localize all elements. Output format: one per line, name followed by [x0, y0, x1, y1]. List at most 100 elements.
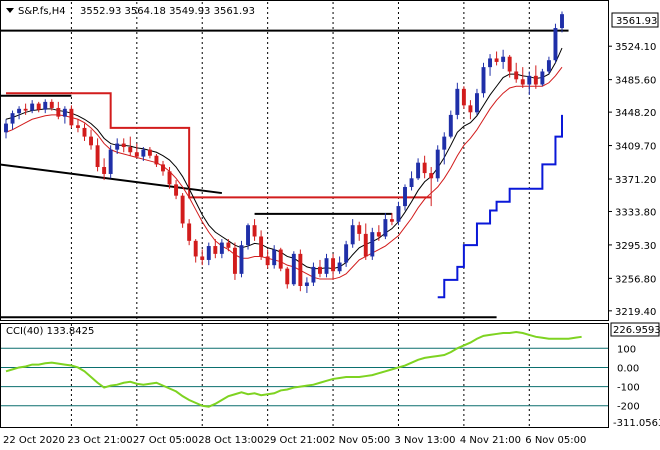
- y-tick-label: 3485.60: [615, 76, 656, 87]
- candle: [468, 100, 473, 120]
- x-tick-label: 29 Oct 21:00: [264, 435, 329, 446]
- bull-candle-body: [239, 245, 244, 274]
- bear-candle-body: [213, 246, 218, 254]
- candle: [232, 242, 237, 280]
- candle: [62, 106, 67, 124]
- bull-candle-body: [370, 232, 375, 257]
- x-tick-label: 4 Nov 21:00: [460, 435, 521, 446]
- bear-candle-body: [259, 236, 264, 257]
- bull-candle-body: [219, 242, 224, 254]
- candle: [461, 86, 466, 109]
- candle: [442, 132, 447, 165]
- candle: [481, 62, 486, 98]
- bear-candle-body: [232, 247, 237, 274]
- candles: [4, 11, 564, 293]
- candle: [363, 223, 368, 260]
- candle: [403, 184, 407, 211]
- x-tick-label: 23 Oct 21:00: [67, 435, 132, 446]
- candle: [23, 103, 28, 115]
- candle: [95, 138, 100, 172]
- candle: [180, 193, 185, 228]
- x-tick-label: 2 Nov 05:00: [329, 435, 390, 446]
- bull-candle-body: [546, 60, 551, 72]
- bear-candle-body: [36, 103, 41, 110]
- cci-panel-frame: [0, 323, 609, 428]
- candle: [36, 101, 41, 113]
- bull-candle-body: [43, 101, 48, 110]
- bear-candle-body: [147, 149, 152, 156]
- candle: [167, 167, 172, 189]
- candle: [435, 145, 440, 182]
- cci-tick-label: 100: [617, 344, 636, 355]
- x-tick-label: 28 Oct 13:00: [198, 435, 263, 446]
- candle: [448, 110, 453, 139]
- y-tick-label: 3409.70: [615, 142, 656, 153]
- bull-candle-body: [396, 206, 401, 222]
- y-tick-label: 3524.10: [615, 42, 656, 53]
- ma-short-line: [5, 47, 563, 270]
- bull-candle-body: [540, 71, 545, 85]
- bear-candle-body: [468, 105, 473, 113]
- bear-candle-body: [23, 108, 28, 111]
- y-tick-label: 3448.20: [615, 108, 656, 119]
- bear-candle-body: [252, 225, 257, 237]
- candle: [298, 249, 303, 292]
- bear-candle-body: [174, 184, 179, 196]
- cci-value-badge: 226.9593: [610, 322, 660, 337]
- bear-candle-body: [265, 256, 270, 266]
- candle: [514, 62, 519, 83]
- candle: [285, 266, 290, 289]
- bear-candle-body: [285, 268, 290, 285]
- candle: [219, 239, 224, 259]
- bull-candle-body: [324, 258, 329, 274]
- candle: [278, 247, 283, 272]
- bear-candle-body: [69, 108, 74, 126]
- cci-value-text: 226.9593: [613, 325, 660, 336]
- current-price-badge: 3561.93: [611, 12, 659, 28]
- bull-candle-body: [383, 219, 388, 237]
- bear-candle-body: [331, 258, 336, 272]
- bear-candle-body: [514, 71, 519, 80]
- candle: [507, 54, 512, 78]
- bear-candle-body: [95, 145, 100, 168]
- candle: [252, 219, 257, 241]
- candle: [206, 242, 211, 266]
- candle: [488, 54, 493, 76]
- candle: [344, 240, 349, 267]
- candle: [527, 71, 532, 95]
- x-tick-label: 27 Oct 05:00: [133, 435, 198, 446]
- bear-candle-body: [520, 79, 525, 85]
- bear-candle-body: [422, 162, 427, 174]
- candle: [115, 138, 120, 154]
- bull-candle-body: [4, 123, 8, 133]
- candle: [30, 100, 35, 114]
- bear-candle-body: [193, 240, 198, 257]
- bull-candle-body: [527, 75, 532, 85]
- candle: [553, 23, 558, 63]
- bull-candle-body: [141, 149, 146, 157]
- candle: [193, 239, 198, 263]
- candle: [324, 253, 329, 278]
- cci-tick-label: 0.00: [617, 363, 639, 374]
- candle: [455, 82, 460, 120]
- collapse-triangle-icon[interactable]: [6, 8, 14, 13]
- bear-candle-body: [121, 143, 126, 148]
- x-tick-label: 22 Oct 2020: [3, 435, 65, 446]
- candle: [4, 119, 8, 139]
- candle: [213, 239, 218, 259]
- indicator-lines: [5, 47, 563, 299]
- candle: [187, 219, 192, 246]
- candle: [17, 106, 22, 120]
- bull-candle-body: [560, 14, 564, 29]
- bull-candle-body: [344, 244, 349, 263]
- candle: [318, 259, 322, 278]
- candle: [304, 277, 309, 293]
- bear-candle-body: [102, 167, 107, 174]
- bear-candle-body: [134, 152, 139, 157]
- candle: [409, 171, 414, 191]
- bear-candle-body: [200, 256, 205, 260]
- candle: [56, 101, 61, 120]
- candle: [389, 213, 394, 226]
- candle: [546, 56, 551, 75]
- x-tick-label: 3 Nov 13:00: [394, 435, 455, 446]
